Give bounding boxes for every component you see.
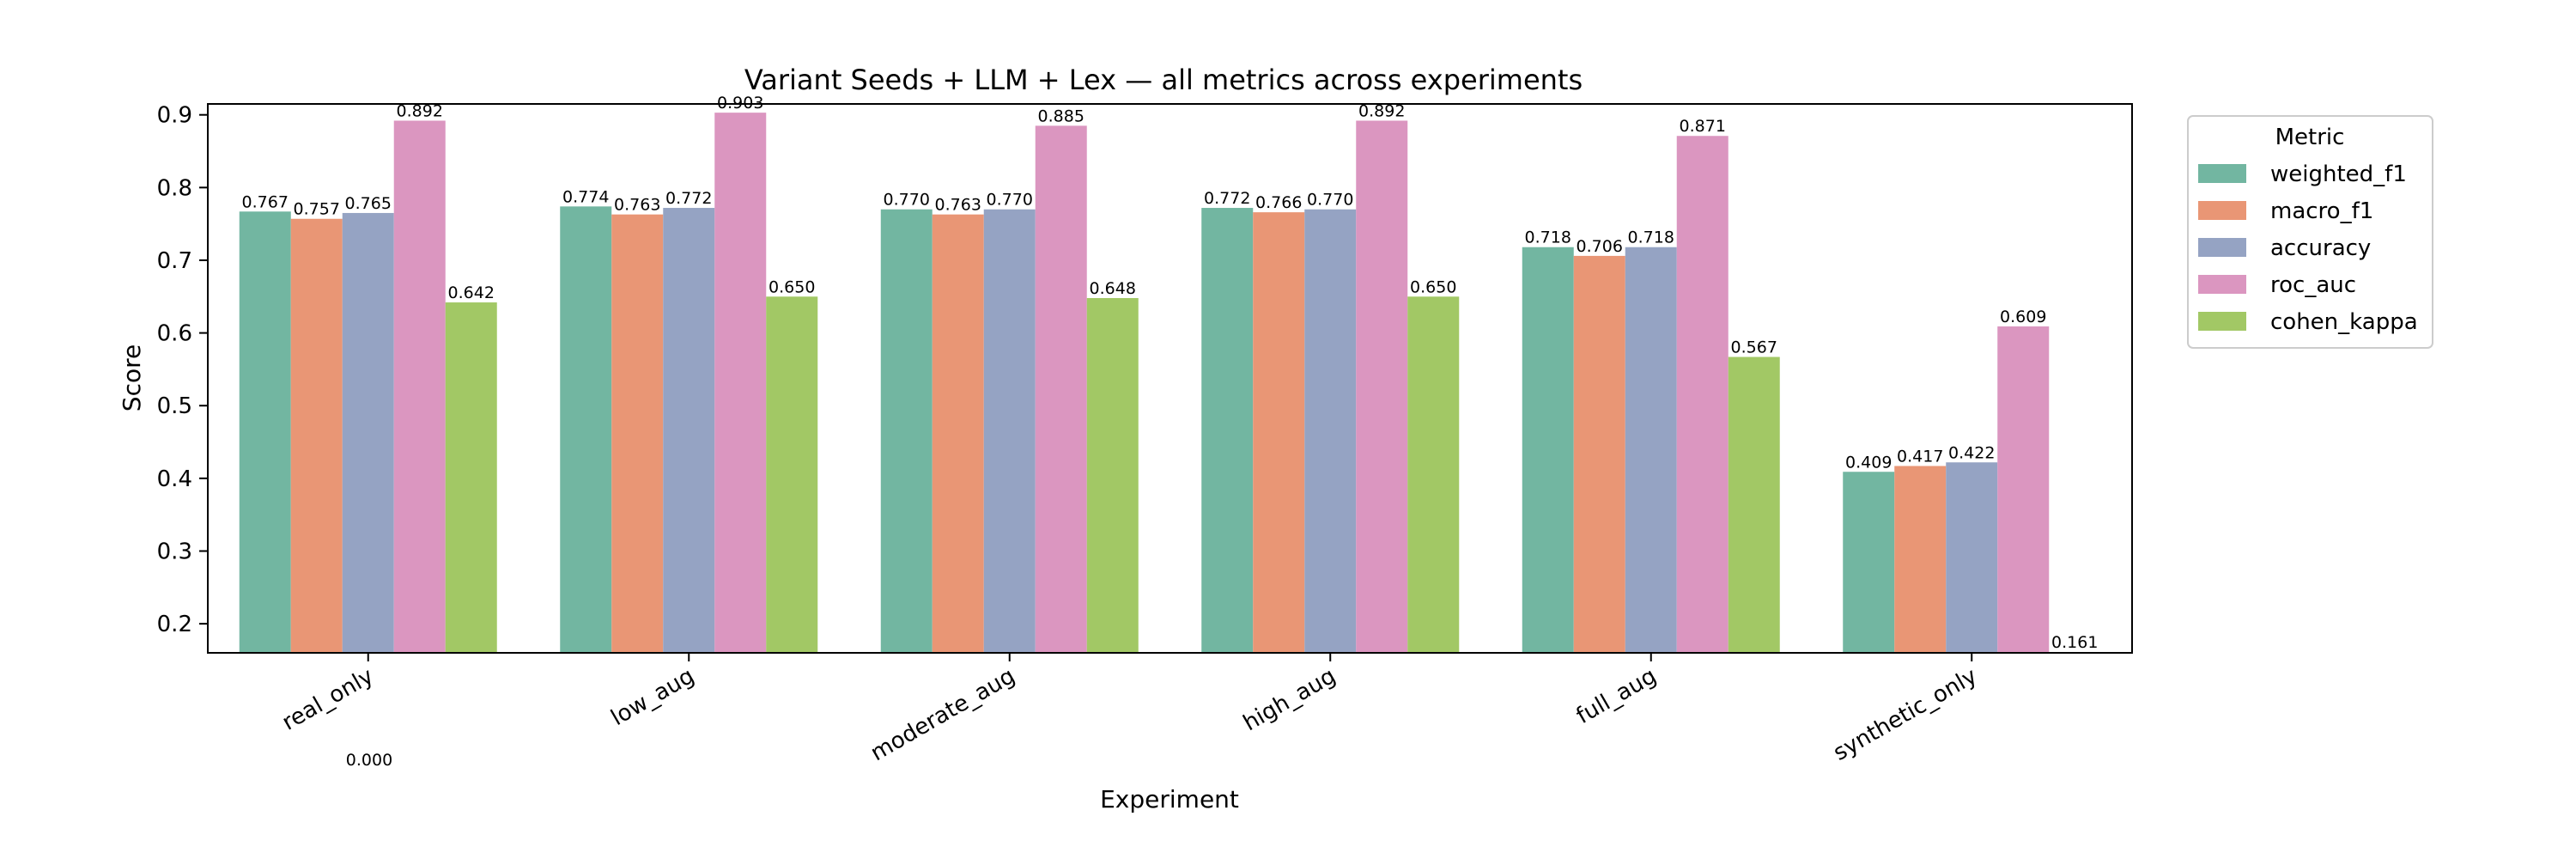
bar-roc_auc-full_aug	[1676, 136, 1728, 653]
bar-accuracy-high_aug	[1304, 209, 1357, 653]
bar-label-macro_f1-low_aug: 0.763	[614, 196, 660, 215]
y-tick-label-0.2: 0.2	[157, 612, 192, 637]
y-tick-label-0.6: 0.6	[157, 321, 192, 347]
legend-item-weighted_f1: weighted_f1	[2270, 161, 2407, 187]
bar-label-roc_auc-high_aug: 0.892	[1358, 101, 1405, 120]
bar-accuracy-low_aug	[663, 208, 715, 653]
bar-label-accuracy-moderate_aug: 0.770	[987, 191, 1033, 210]
bar-label-weighted_f1-high_aug: 0.772	[1204, 189, 1250, 208]
bar-label-cohen_kappa-full_aug: 0.567	[1731, 338, 1777, 357]
bars-group	[239, 113, 2101, 654]
extra-annotation: 0.000	[346, 751, 392, 770]
legend-swatch-roc_auc	[2198, 275, 2246, 294]
x-tick-label-real_only: real_only	[278, 663, 379, 736]
bar-label-accuracy-full_aug: 0.718	[1628, 228, 1674, 247]
bar-label-accuracy-real_only: 0.765	[345, 194, 392, 213]
bar-cohen_kappa-moderate_aug	[1086, 297, 1139, 653]
legend-item-cohen_kappa: cohen_kappa	[2270, 309, 2418, 335]
bar-weighted_f1-synthetic_only	[1843, 472, 1895, 653]
bar-label-weighted_f1-low_aug: 0.774	[562, 187, 609, 206]
legend-frame	[2187, 115, 2433, 349]
bar-label-macro_f1-synthetic_only: 0.417	[1897, 447, 1943, 466]
legend-swatch-macro_f1	[2198, 201, 2246, 220]
bar-macro_f1-low_aug	[611, 214, 664, 653]
bar-label-weighted_f1-synthetic_only: 0.409	[1845, 453, 1892, 472]
y-tick-label-0.5: 0.5	[157, 393, 192, 419]
bar-label-macro_f1-high_aug: 0.766	[1255, 193, 1302, 212]
bar-label-weighted_f1-full_aug: 0.718	[1525, 228, 1571, 247]
bar-label-accuracy-synthetic_only: 0.422	[1948, 443, 1995, 462]
x-tick-label-moderate_aug: moderate_aug	[866, 663, 1019, 766]
bar-macro_f1-synthetic_only	[1894, 466, 1947, 653]
y-tick-label-0.4: 0.4	[157, 466, 192, 492]
bar-cohen_kappa-full_aug	[1728, 356, 1780, 653]
plot-frame	[207, 103, 2133, 654]
x-tick-label-full_aug: full_aug	[1572, 663, 1661, 729]
bar-weighted_f1-full_aug	[1522, 247, 1574, 653]
y-tick-label-0.9: 0.9	[157, 103, 192, 129]
bar-accuracy-moderate_aug	[983, 209, 1036, 653]
x-axis-label: Experiment	[1100, 785, 1239, 813]
bar-accuracy-synthetic_only	[1946, 462, 1998, 653]
bar-roc_auc-high_aug	[1356, 120, 1408, 653]
legend-swatch-weighted_f1	[2198, 164, 2246, 183]
bar-label-macro_f1-moderate_aug: 0.763	[935, 196, 981, 215]
legend-item-accuracy: accuracy	[2270, 235, 2371, 261]
bar-label-cohen_kappa-real_only: 0.642	[448, 283, 495, 302]
y-axis-label: Score	[118, 344, 146, 411]
legend-swatch-cohen_kappa	[2198, 312, 2246, 331]
bar-roc_auc-synthetic_only	[1997, 326, 2050, 653]
bar-label-cohen_kappa-low_aug: 0.650	[769, 277, 815, 296]
legend-title: Metric	[2275, 125, 2345, 150]
bar-label-accuracy-high_aug: 0.770	[1307, 191, 1353, 210]
legend-item-roc_auc: roc_auc	[2270, 272, 2356, 298]
bar-macro_f1-real_only	[290, 218, 343, 654]
y-tick-label-0.3: 0.3	[157, 539, 192, 565]
bar-label-accuracy-low_aug: 0.772	[665, 189, 712, 208]
y-tick-label-0.7: 0.7	[157, 248, 192, 274]
legend-item-macro_f1: macro_f1	[2270, 198, 2373, 224]
bar-weighted_f1-moderate_aug	[880, 209, 933, 653]
y-tick-label-0.8: 0.8	[157, 175, 192, 201]
bar-label-macro_f1-real_only: 0.757	[294, 200, 340, 219]
x-tick-label-high_aug: high_aug	[1239, 663, 1340, 736]
chart-title: Variant Seeds + LLM + Lex — all metrics …	[744, 64, 1583, 96]
bar-labels-group: 0.767 0.757 0.765 0.892 0.642 0.774 0.763 0.772…	[242, 94, 2099, 652]
bar-weighted_f1-low_aug	[560, 206, 612, 653]
bar-label-weighted_f1-real_only: 0.767	[242, 192, 289, 211]
y-axis: 0.2 0.3 0.4 0.5 0.6 0.7 0.8 0.9	[157, 103, 208, 637]
bar-macro_f1-high_aug	[1253, 212, 1305, 653]
bar-label-roc_auc-moderate_aug: 0.885	[1038, 107, 1084, 125]
bar-roc_auc-moderate_aug	[1035, 125, 1087, 653]
bar-roc_auc-real_only	[393, 120, 446, 653]
bar-label-weighted_f1-moderate_aug: 0.770	[884, 191, 930, 210]
bar-label-cohen_kappa-moderate_aug: 0.648	[1090, 279, 1136, 298]
bar-label-roc_auc-full_aug: 0.871	[1680, 117, 1726, 136]
x-tick-label-synthetic_only: synthetic_only	[1829, 663, 1982, 766]
bar-label-roc_auc-synthetic_only: 0.609	[2000, 308, 2046, 326]
bar-label-macro_f1-full_aug: 0.706	[1577, 237, 1623, 256]
bar-label-roc_auc-real_only: 0.892	[397, 101, 443, 120]
x-axis: real_only low_aug moderate_aug high_aug full…	[278, 653, 1982, 766]
x-tick-label-low_aug: low_aug	[607, 663, 699, 731]
legend-swatch-accuracy	[2198, 238, 2246, 257]
bar-weighted_f1-real_only	[239, 211, 291, 653]
bar-macro_f1-full_aug	[1573, 255, 1625, 653]
bar-accuracy-full_aug	[1625, 247, 1677, 653]
bar-roc_auc-low_aug	[714, 113, 767, 653]
bar-label-cohen_kappa-synthetic_only: 0.161	[2051, 633, 2098, 652]
bar-cohen_kappa-high_aug	[1407, 296, 1460, 653]
bar-macro_f1-moderate_aug	[932, 214, 984, 653]
bar-cohen_kappa-real_only	[445, 302, 497, 653]
bar-label-cohen_kappa-high_aug: 0.650	[1410, 277, 1456, 296]
bar-accuracy-real_only	[342, 212, 394, 654]
bar-cohen_kappa-low_aug	[766, 296, 818, 653]
legend: Metric weighted_f1 macro_f1 accuracy roc_au…	[2187, 115, 2433, 349]
bar-weighted_f1-high_aug	[1201, 208, 1254, 653]
